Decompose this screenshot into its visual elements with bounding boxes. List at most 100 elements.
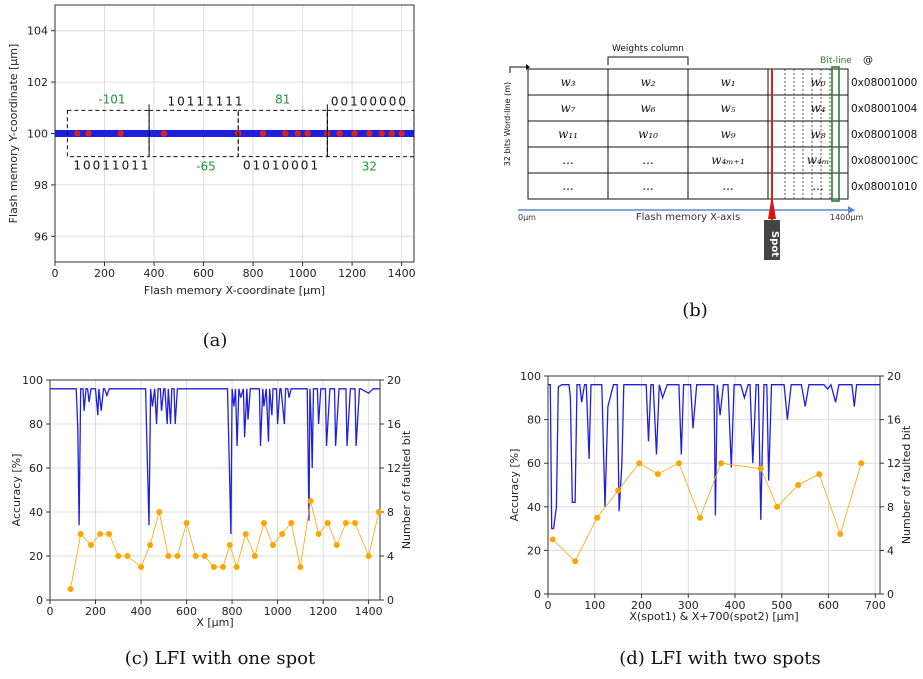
- faulted-bit-point: [183, 520, 190, 526]
- word-line-arrow: [509, 66, 526, 73]
- memory-address-label: 0x08001010: [851, 181, 917, 193]
- y-tick-label: 40: [29, 506, 43, 519]
- x-tick-label: 200: [631, 599, 652, 612]
- y2-axis-label: Number of faulted bit: [400, 430, 413, 549]
- faulted-bit-point: [242, 531, 249, 537]
- faulted-bit-point: [226, 542, 233, 548]
- x-tick-label: 500: [771, 599, 792, 612]
- red-data-point: [294, 130, 301, 137]
- weight-cell-label: ...: [812, 179, 823, 193]
- faulted-bit-point: [774, 503, 781, 510]
- y-tick-label: 104: [27, 25, 48, 38]
- weight-cell-label: w₉: [720, 127, 735, 141]
- y-tick-label: 100: [520, 370, 541, 383]
- bit-group-box: [326, 109, 415, 158]
- weight-cell-label: w₁₁: [558, 127, 578, 141]
- red-data-point: [398, 130, 405, 137]
- x-tick-label: 300: [678, 599, 699, 612]
- faulted-bit-point: [297, 564, 304, 570]
- word-line-label: 32 bits Word-line (m): [503, 82, 512, 166]
- memory-cell-bitfield: [767, 68, 849, 96]
- weight-cell-label: w₄ₘ: [807, 153, 829, 167]
- x-tick-label: 400: [725, 599, 746, 612]
- figure-panel-b: Weights column Bit-line @ w₃ w₂ w₁ w₀ 0x0800100…: [500, 25, 923, 295]
- y-tick-label: 96: [34, 230, 48, 243]
- memory-address-label: 0x08001004: [851, 103, 918, 115]
- faulted-bit-point: [375, 509, 382, 515]
- y-tick-label: 60: [527, 457, 541, 470]
- faulted-bit-point: [270, 542, 277, 548]
- plot-frame: [49, 379, 381, 601]
- accuracy-series-line: [548, 383, 880, 530]
- y-tick-label: 0: [534, 588, 541, 601]
- x-tick-label: 1000: [264, 605, 292, 618]
- faulted-bit-point: [816, 471, 823, 478]
- faulted-bit-point: [333, 542, 340, 548]
- weight-cell-label: ...: [642, 153, 653, 167]
- faulted-bit-point: [210, 564, 217, 570]
- x-tick-label: 1200: [309, 605, 337, 618]
- y2-axis-label: Number of faulted bit: [900, 425, 913, 544]
- faulted-bit-point: [324, 520, 331, 526]
- faulted-bit-point: [192, 553, 199, 559]
- figure-panel-a: 0 200 400 600 800 1000 1200 1400 96 98 100 102 104 Fl…: [0, 0, 430, 310]
- memory-cell-bitfield: [767, 94, 849, 122]
- plot-frame: [547, 375, 881, 595]
- faulted-bit-point: [572, 558, 579, 565]
- y2-tick-label: 8: [387, 506, 394, 519]
- address-header: @: [863, 55, 873, 66]
- faulted-bit-point: [757, 465, 764, 472]
- faulted-bit-point: [279, 531, 286, 537]
- weights-column-header: Weights column: [612, 44, 684, 54]
- red-data-point: [282, 130, 289, 137]
- bit-group-box: [66, 109, 150, 158]
- caption-d: (d) LFI with two spots: [619, 648, 821, 669]
- spot-label: Spot: [769, 231, 780, 257]
- memory-address-label: 0x08001008: [851, 129, 917, 141]
- value-top-label: 81: [275, 92, 290, 106]
- faulted-bit-point: [233, 564, 240, 570]
- faulted-bit-series-line: [552, 462, 862, 562]
- red-data-point: [74, 130, 81, 137]
- caption-c: (c) LFI with one spot: [124, 648, 316, 669]
- weight-cell-label: w₃: [560, 75, 575, 89]
- faulted-bit-point: [718, 460, 725, 467]
- axis-title: Flash memory X-axis: [636, 212, 740, 223]
- faulted-bit-point: [795, 482, 802, 488]
- y2-tick-label: 0: [387, 594, 394, 607]
- bits-bottom-label: 10011011: [73, 159, 150, 173]
- bit-line-highlight: [831, 66, 840, 202]
- y2-tick-label: 4: [887, 544, 894, 557]
- x-tick-label: 1400: [355, 605, 383, 618]
- weights-column-brace: [607, 56, 689, 65]
- laser-spot-cone: [768, 195, 776, 219]
- x-tick-label: 700: [865, 599, 886, 612]
- faulted-bit-point: [307, 498, 314, 504]
- value-bottom-label: -65: [196, 160, 216, 174]
- red-data-point: [304, 130, 311, 137]
- x-tick-label: 400: [144, 267, 165, 280]
- axis-start-label: 0µm: [518, 213, 536, 222]
- faulted-bit-point: [260, 520, 267, 526]
- faulted-bit-point: [87, 542, 94, 548]
- weight-cell-label: w₀: [810, 75, 825, 89]
- red-data-point: [388, 130, 395, 137]
- weight-cell-label: w₁: [720, 75, 735, 89]
- weight-cell-label: w₇: [560, 101, 575, 115]
- y-tick-label: 102: [27, 76, 48, 89]
- x-axis-label: X(spot1) & X+700(spot2) [µm]: [629, 610, 798, 623]
- memory-cell-bitfield: [767, 172, 849, 200]
- y-tick-label: 20: [29, 550, 43, 563]
- y-tick-label: 80: [527, 414, 541, 427]
- faulted-bit-point: [594, 514, 601, 521]
- red-data-point: [85, 130, 92, 137]
- y-axis-label: Flash memory Y-coordinate [µm]: [7, 44, 20, 224]
- faulted-bit-point: [696, 514, 703, 521]
- faulted-bit-point: [124, 553, 131, 559]
- faulted-bit-point: [165, 553, 172, 559]
- caption-b: (b): [682, 300, 708, 321]
- weight-cell-label: ...: [562, 153, 573, 167]
- y-tick-label: 80: [29, 418, 43, 431]
- red-data-point: [259, 130, 267, 137]
